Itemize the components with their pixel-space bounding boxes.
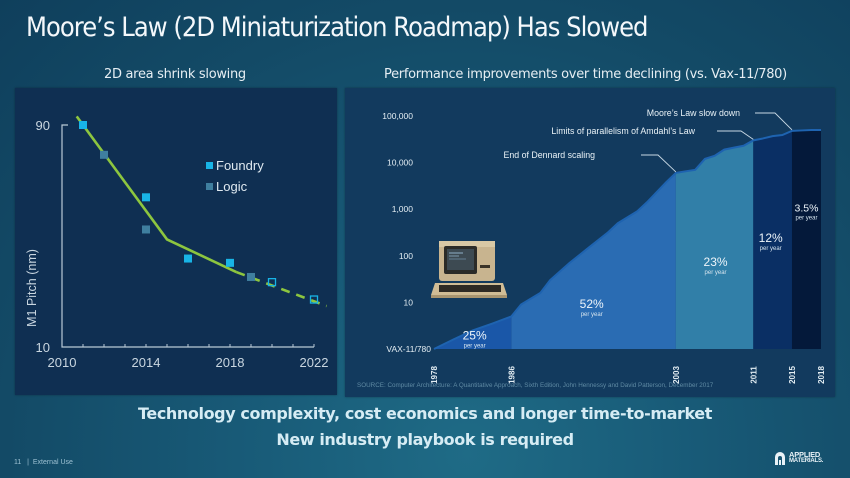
- era-area-2015-2018: [791, 130, 821, 349]
- x-tick-label-2003: 2003: [672, 366, 681, 384]
- applied-materials-logo: APPLIED MATERIALS.: [774, 451, 823, 465]
- annotation-label: End of Dennard scaling: [504, 150, 596, 160]
- era-area-2011-2015: [753, 130, 792, 349]
- logo-line-1: APPLIED: [789, 450, 821, 459]
- legend-swatch-logic: [206, 183, 213, 190]
- point-foundry-2014: [142, 193, 150, 202]
- era-unit-2011: per year: [760, 246, 782, 252]
- era-rate-2003: 23%: [704, 255, 728, 269]
- y-tick-label: 100: [399, 251, 413, 261]
- performance-chart: VAX-11/780 10 100 1,000 10,000 100,000 1978 19…: [357, 108, 826, 389]
- era-unit-2015: per year: [795, 215, 817, 221]
- point-foundry-2018: [226, 258, 234, 267]
- performance-curve: [433, 129, 821, 350]
- logo-line-2: MATERIALS.: [789, 458, 824, 464]
- x-tick-label-2018: 2018: [817, 366, 826, 384]
- era-unit-1986: per year: [581, 312, 603, 318]
- trend-line-solid: [75, 115, 237, 274]
- source-citation: SOURCE: Computer Architecture: A Quantit…: [357, 382, 714, 389]
- era-area-2003-2011: [675, 140, 754, 349]
- point-logic-2019: [247, 272, 255, 281]
- footer: 11 | External Use: [14, 459, 73, 466]
- legend-swatch-foundry: [206, 162, 213, 169]
- point-foundry-2016: [184, 254, 192, 263]
- point-foundry-2011: [79, 121, 87, 129]
- footer-separator: |: [27, 459, 29, 466]
- point-logic-2012: [100, 150, 108, 159]
- y-tick-label-10: 10: [36, 340, 50, 355]
- legend-label-logic: Logic: [216, 179, 248, 194]
- era-unit-1978: per year: [464, 343, 486, 349]
- m1-pitch-chart: M1 Pitch (nm) 2010 2014 2018 2022 90 10 Found…: [25, 115, 329, 370]
- y-tick-label: 1,000: [392, 204, 414, 214]
- era-unit-2003: per year: [705, 270, 727, 276]
- left-axis-lines: [61, 124, 314, 348]
- x-tick-label-2011: 2011: [749, 366, 758, 384]
- era-rate-2015: 3.5%: [795, 202, 819, 214]
- left-axes: [61, 124, 315, 348]
- m1-pitch-chart-panel: M1 Pitch (nm) 2010 2014 2018 2022 90 10 Found…: [15, 88, 337, 395]
- bottom-line-1: Technology complexity, cost economics an…: [137, 404, 712, 423]
- left-chart-subtitle: 2D area shrink slowing: [104, 67, 246, 82]
- era-rate-1986: 52%: [580, 297, 604, 311]
- era-rate-2011: 12%: [759, 231, 783, 245]
- point-foundry-2020: [267, 277, 277, 287]
- era-rate-1978: 25%: [463, 328, 487, 342]
- y-tick-label: 10: [404, 297, 414, 307]
- point-logic-2014: [142, 225, 150, 234]
- slide-title: Moore’s Law (2D Miniaturization Roadmap)…: [26, 12, 648, 43]
- performance-chart-panel: VAX-11/780 10 100 1,000 10,000 100,000 1978 19…: [345, 88, 835, 397]
- y-tick-label: 10,000: [387, 158, 413, 168]
- x-tick-label-2022: 2022: [300, 355, 329, 370]
- annotation-leader-line: [641, 154, 677, 173]
- x-tick-label-1986: 1986: [507, 366, 516, 384]
- bottom-line-2: New industry playbook is required: [276, 430, 574, 449]
- annotation-label: Limits of parallelism of Amdahl’s Law: [551, 126, 695, 136]
- point-foundry-2022: [309, 295, 319, 304]
- annotation-leader-line: [717, 130, 754, 140]
- page-number: 11: [14, 459, 22, 466]
- x-tick-label-2014: 2014: [132, 355, 161, 370]
- legend-label-foundry: Foundry: [216, 158, 264, 173]
- right-chart-subtitle: Performance improvements over time decli…: [384, 67, 787, 82]
- legend: Foundry Logic: [206, 158, 264, 194]
- annotation-leader-line: [755, 112, 793, 131]
- era-area-1986-2003: [511, 172, 676, 349]
- x-tick-label-1978: 1978: [430, 366, 439, 384]
- x-tick-label-2018: 2018: [216, 355, 245, 370]
- vax-terminal-computer-icon: [431, 241, 507, 298]
- y-tick-label-90: 90: [36, 118, 50, 133]
- applied-materials-logo-icon: [775, 452, 785, 465]
- x-tick-label-2010: 2010: [48, 355, 77, 370]
- annotation-label: Moore’s Law slow down: [647, 108, 740, 118]
- y-tick-label: 100,000: [382, 111, 413, 121]
- y-tick-label: VAX-11/780: [386, 344, 431, 354]
- footer-label: External Use: [32, 459, 73, 466]
- x-tick-label-2015: 2015: [788, 366, 797, 384]
- y-axis-label: M1 Pitch (nm): [25, 249, 39, 327]
